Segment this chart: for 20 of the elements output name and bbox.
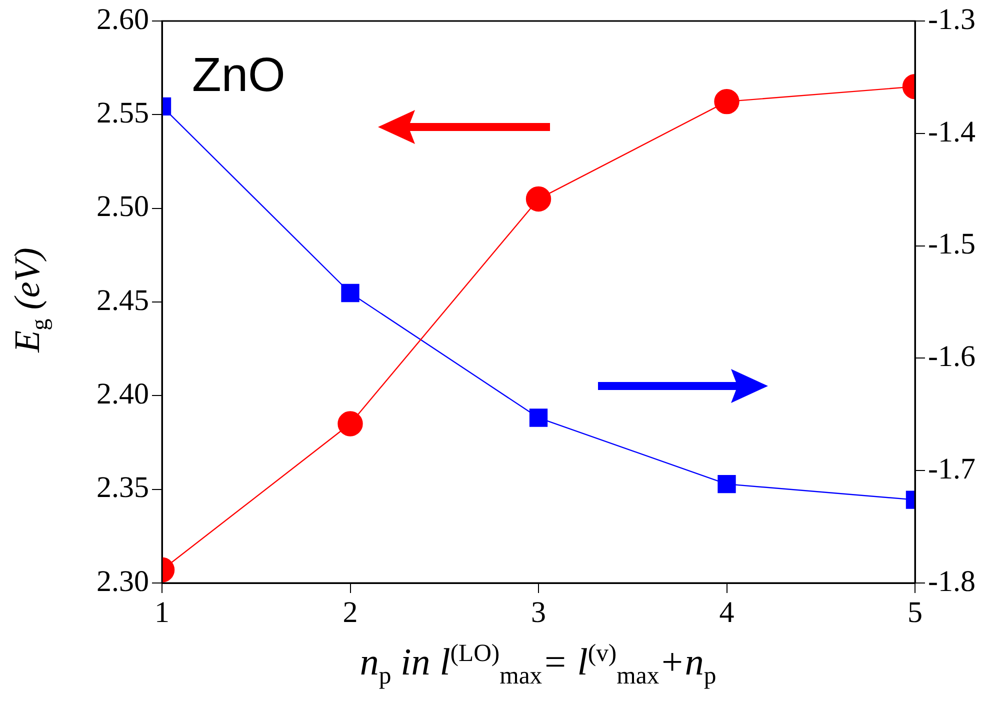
y2-tick-label: -1.4: [928, 115, 976, 148]
x-tick-label: 5: [908, 596, 922, 629]
y-tick-label: 2.60: [96, 2, 149, 36]
x-tick-label: 1: [154, 596, 170, 629]
text: n$_{p}$ in l$^{(LO)}$$_{max}$= l$^{(v)}$$_{max}$+n$_{p}$: [360, 640, 716, 690]
y2-tick-label: -1.3: [928, 2, 976, 36]
y-tick-label: 2.40: [96, 378, 149, 411]
y2-tick-label: -1.7: [928, 452, 976, 486]
y-tick-label: 2.50: [96, 190, 149, 224]
y-tick-label: 2.55: [96, 96, 149, 130]
y-tick-label: 2.30: [96, 564, 149, 598]
y2-tick-label: -1.5: [928, 228, 976, 261]
text: ZnO: [192, 48, 286, 103]
x-tick-label: 3: [531, 596, 546, 629]
y2-tick-label: -1.8: [928, 564, 976, 598]
y-tick-label: 2.45: [96, 284, 149, 317]
y2-tick-label: -1.6: [928, 340, 976, 374]
x-tick-label: 4: [719, 596, 734, 629]
y-tick-label: 2.35: [96, 471, 149, 504]
x-tick-label: 2: [342, 596, 358, 629]
